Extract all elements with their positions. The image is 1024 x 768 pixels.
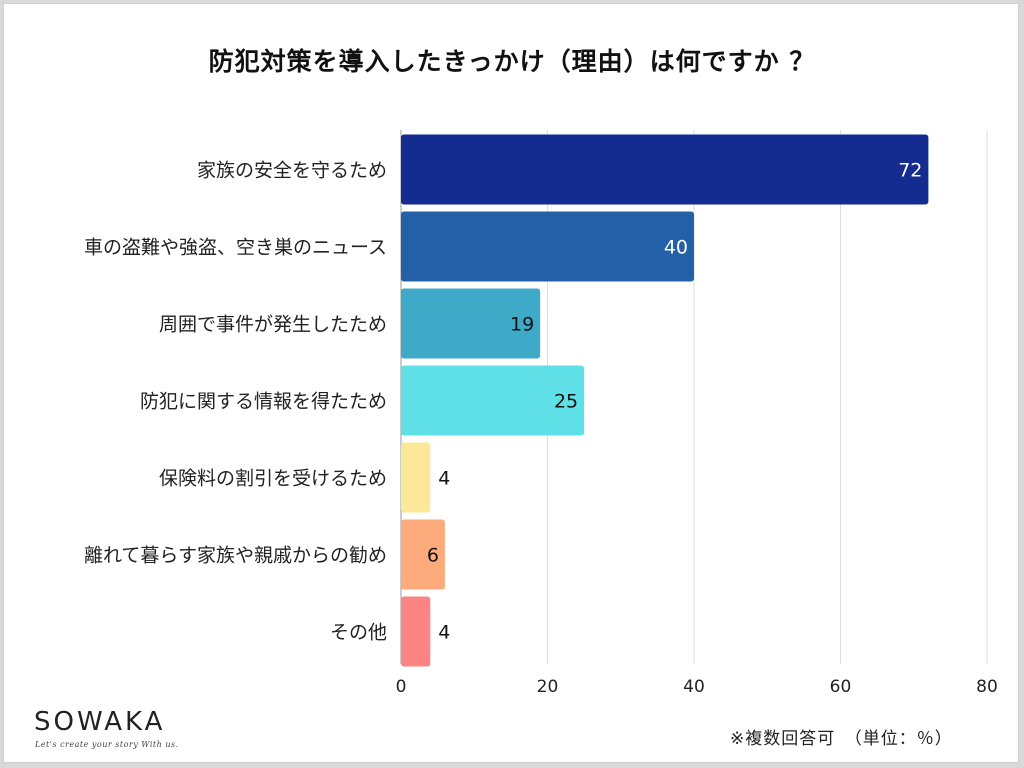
value-label: 72: [898, 160, 922, 182]
category-label: 車の盗難や強盗、空き巣のニュース: [84, 237, 387, 259]
bar: [401, 596, 431, 667]
x-tick-label: 20: [537, 677, 559, 697]
bar: [401, 365, 585, 436]
value-label: 4: [438, 468, 450, 490]
value-label: 25: [554, 391, 578, 413]
value-label: 4: [438, 622, 450, 644]
brand-logo: SOWAKA: [34, 707, 166, 737]
category-label: 防犯に関する情報を得たため: [140, 391, 387, 413]
bar: [401, 288, 541, 359]
chart-card: 防犯対策を導入したきっかけ（理由）は何ですか ？ 家族の安全を守るため 72 車の盗…: [3, 3, 1019, 763]
footnote: ※複数回答可 （単位：％）: [730, 729, 953, 749]
category-label: その他: [330, 622, 387, 644]
bar: [401, 211, 694, 282]
x-tick-label: 60: [830, 677, 852, 697]
bar: [401, 134, 929, 205]
category-label: 周囲で事件が発生したため: [159, 314, 387, 336]
bar: [401, 519, 445, 590]
category-label: 家族の安全を守るため: [197, 160, 387, 182]
value-label: 19: [510, 314, 534, 336]
x-tick-label: 0: [396, 677, 407, 697]
x-tick-label: 80: [976, 677, 998, 697]
brand-tagline: Let's create your story With us.: [35, 740, 179, 749]
value-label: 6: [427, 545, 439, 567]
x-tick-label: 40: [683, 677, 705, 697]
value-label: 40: [664, 237, 688, 259]
category-label: 離れて暮らす家族や親戚からの勧め: [84, 545, 387, 567]
chart-title: 防犯対策を導入したきっかけ（理由）は何ですか ？: [208, 47, 816, 76]
category-label: 保険料の割引を受けるため: [159, 468, 387, 490]
bar: [401, 442, 431, 513]
